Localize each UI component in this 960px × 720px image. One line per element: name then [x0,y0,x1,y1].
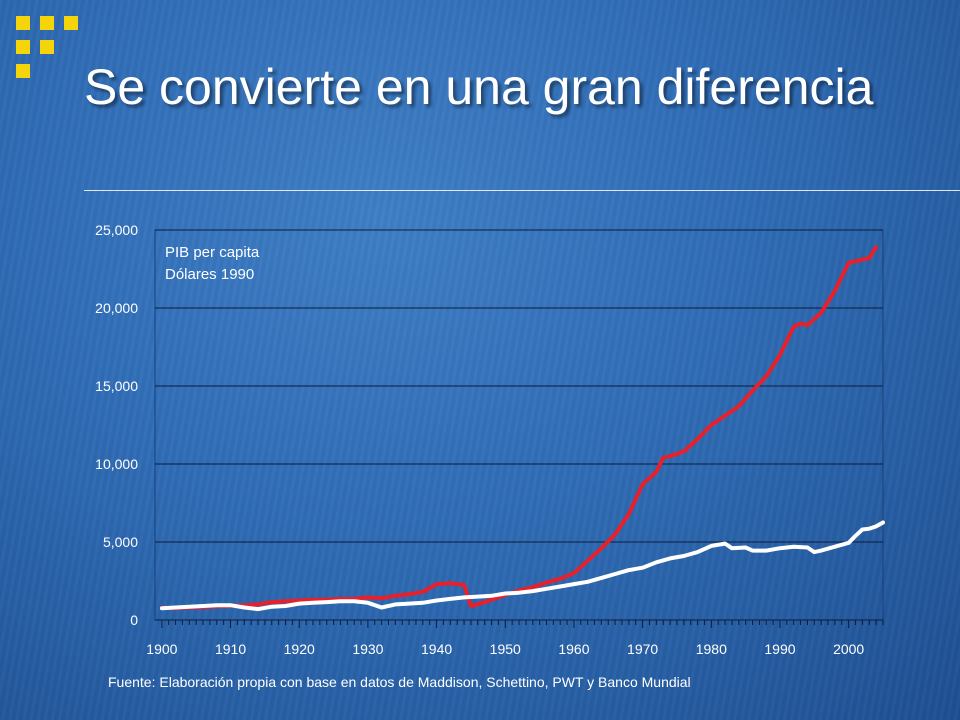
y-tick-label: 0 [130,612,138,628]
x-tick-label: 1950 [490,641,521,657]
y-tick-label: 15,000 [95,378,138,394]
y-tick-label: 10,000 [95,456,138,472]
title-divider [84,190,960,191]
y-tick-label: 5,000 [103,534,138,550]
chart-annotation-line: PIB per capita [165,244,260,261]
x-tick-label: 1920 [284,641,315,657]
plot-area [154,229,884,621]
series-line-white [159,520,885,612]
series-line-red [159,245,879,611]
slide-title: Se convierte en una gran diferencia [84,59,874,115]
x-tick-label: 1940 [421,641,452,657]
x-tick-label: 2000 [833,641,864,657]
y-tick-label: 25,000 [95,222,138,238]
y-tick-label: 20,000 [95,300,138,316]
x-tick-label: 1900 [146,641,177,657]
chart-annotation-line: Dólares 1990 [165,266,254,283]
x-tick-label: 1960 [558,641,589,657]
x-tick-label: 1970 [627,641,658,657]
x-tick-label: 1980 [696,641,727,657]
source-note: Fuente: Elaboración propia con base en d… [108,674,691,690]
yellow-squares-logo [16,16,88,88]
x-tick-label: 1990 [764,641,795,657]
x-tick-label: 1930 [352,641,383,657]
x-tick-label: 1910 [215,641,246,657]
